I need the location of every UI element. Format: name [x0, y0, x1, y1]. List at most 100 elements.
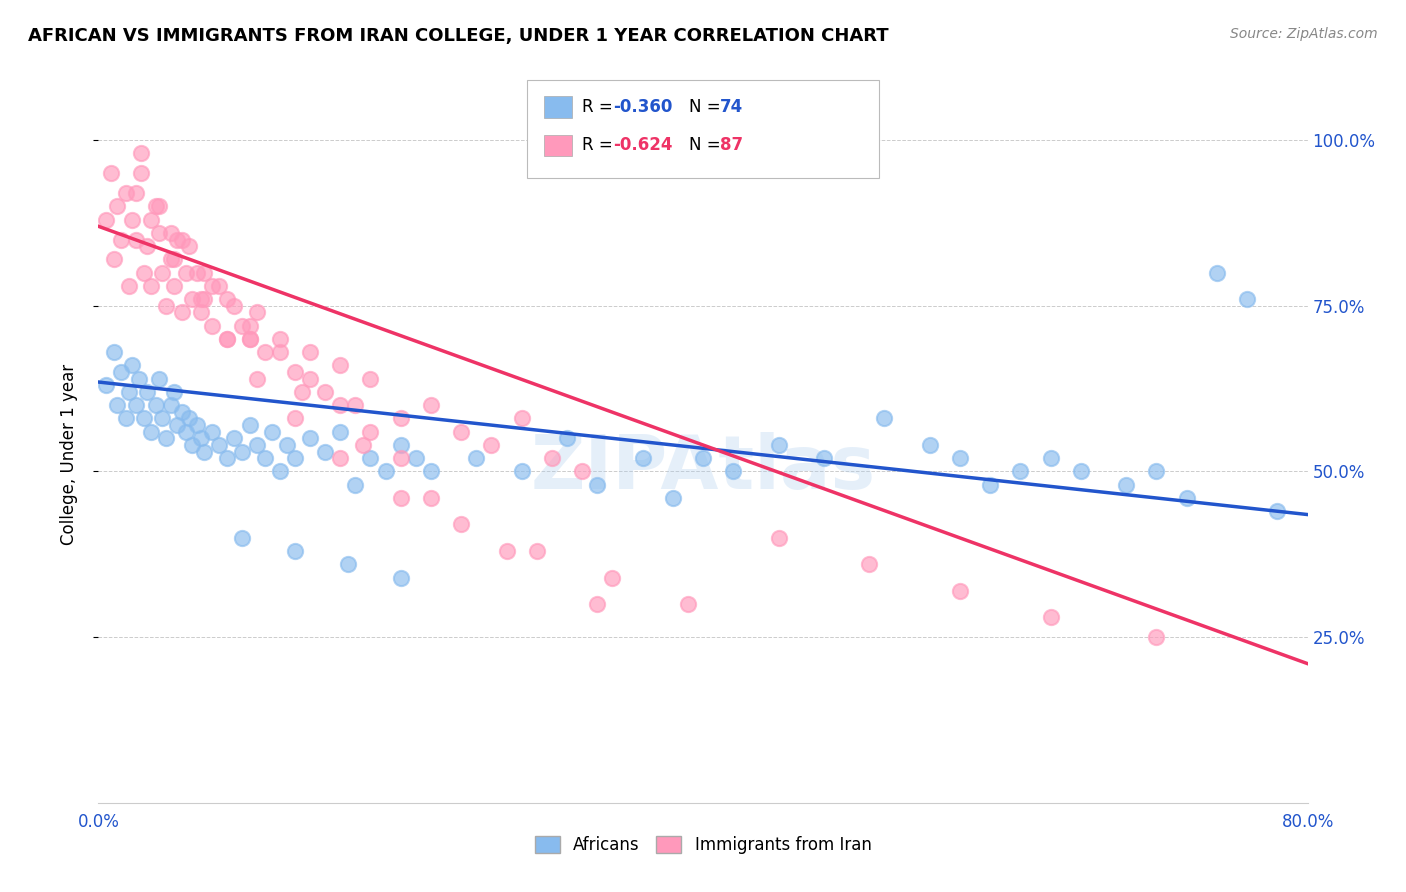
- Point: [160, 398, 183, 412]
- Point: [1144, 465, 1167, 479]
- Point: [949, 583, 972, 598]
- Text: 87: 87: [720, 136, 742, 154]
- Point: [450, 517, 472, 532]
- Point: [103, 252, 125, 267]
- Point: [253, 345, 276, 359]
- Point: [450, 425, 472, 439]
- Point: [215, 292, 238, 306]
- Point: [141, 279, 163, 293]
- Point: [602, 570, 624, 584]
- Text: 74: 74: [720, 98, 744, 116]
- Point: [215, 451, 238, 466]
- Point: [495, 544, 517, 558]
- Point: [1070, 465, 1092, 479]
- Point: [540, 451, 562, 466]
- Point: [128, 372, 150, 386]
- Text: N =: N =: [689, 136, 725, 154]
- Point: [179, 239, 201, 253]
- Point: [163, 279, 186, 293]
- Point: [360, 451, 382, 466]
- Point: [314, 384, 336, 399]
- Point: [163, 252, 186, 267]
- Point: [181, 292, 204, 306]
- Point: [125, 186, 148, 201]
- Point: [510, 465, 533, 479]
- Point: [571, 465, 593, 479]
- Point: [193, 266, 215, 280]
- Point: [118, 279, 141, 293]
- Point: [186, 266, 208, 280]
- Point: [170, 233, 193, 247]
- Point: [284, 451, 307, 466]
- Point: [949, 451, 972, 466]
- Point: [389, 491, 412, 505]
- Point: [631, 451, 654, 466]
- Point: [110, 365, 132, 379]
- Point: [239, 318, 262, 333]
- Point: [148, 226, 170, 240]
- Point: [170, 405, 193, 419]
- Point: [555, 431, 578, 445]
- Point: [299, 372, 322, 386]
- Point: [150, 266, 173, 280]
- Point: [360, 372, 382, 386]
- Y-axis label: College, Under 1 year: College, Under 1 year: [59, 364, 77, 546]
- Point: [1144, 630, 1167, 644]
- Point: [155, 431, 177, 445]
- Text: ZIPAtlas: ZIPAtlas: [530, 433, 876, 506]
- Point: [389, 570, 412, 584]
- Point: [224, 431, 246, 445]
- Point: [269, 345, 291, 359]
- Point: [118, 384, 141, 399]
- Point: [299, 431, 322, 445]
- Point: [141, 212, 163, 227]
- Point: [170, 305, 193, 319]
- Point: [125, 233, 148, 247]
- Point: [269, 332, 291, 346]
- Point: [208, 279, 231, 293]
- Point: [121, 359, 143, 373]
- Point: [141, 425, 163, 439]
- Text: AFRICAN VS IMMIGRANTS FROM IRAN COLLEGE, UNDER 1 YEAR CORRELATION CHART: AFRICAN VS IMMIGRANTS FROM IRAN COLLEGE,…: [28, 27, 889, 45]
- Point: [181, 438, 204, 452]
- Point: [526, 544, 548, 558]
- Point: [135, 384, 157, 399]
- Point: [132, 266, 155, 280]
- Legend: Africans, Immigrants from Iran: Africans, Immigrants from Iran: [527, 829, 879, 861]
- Point: [768, 438, 790, 452]
- Point: [253, 451, 276, 466]
- Point: [1267, 504, 1289, 518]
- Point: [481, 438, 503, 452]
- Point: [100, 166, 122, 180]
- Point: [114, 186, 136, 201]
- Point: [239, 332, 262, 346]
- Point: [208, 438, 231, 452]
- Text: R =: R =: [582, 98, 619, 116]
- Point: [166, 233, 188, 247]
- Point: [723, 465, 745, 479]
- Point: [193, 292, 215, 306]
- Point: [510, 411, 533, 425]
- Point: [299, 345, 322, 359]
- Point: [105, 199, 128, 213]
- Point: [129, 146, 152, 161]
- Point: [1206, 266, 1229, 280]
- Point: [813, 451, 835, 466]
- Text: -0.624: -0.624: [613, 136, 672, 154]
- Point: [1039, 451, 1062, 466]
- Point: [1010, 465, 1032, 479]
- Text: -0.360: -0.360: [613, 98, 672, 116]
- Point: [215, 332, 238, 346]
- Point: [420, 465, 443, 479]
- Point: [231, 531, 253, 545]
- Point: [329, 425, 352, 439]
- Point: [190, 292, 212, 306]
- Point: [201, 425, 224, 439]
- Point: [1236, 292, 1258, 306]
- Point: [284, 544, 307, 558]
- Point: [94, 212, 117, 227]
- Point: [155, 299, 177, 313]
- Point: [389, 411, 412, 425]
- Point: [352, 438, 374, 452]
- Point: [148, 372, 170, 386]
